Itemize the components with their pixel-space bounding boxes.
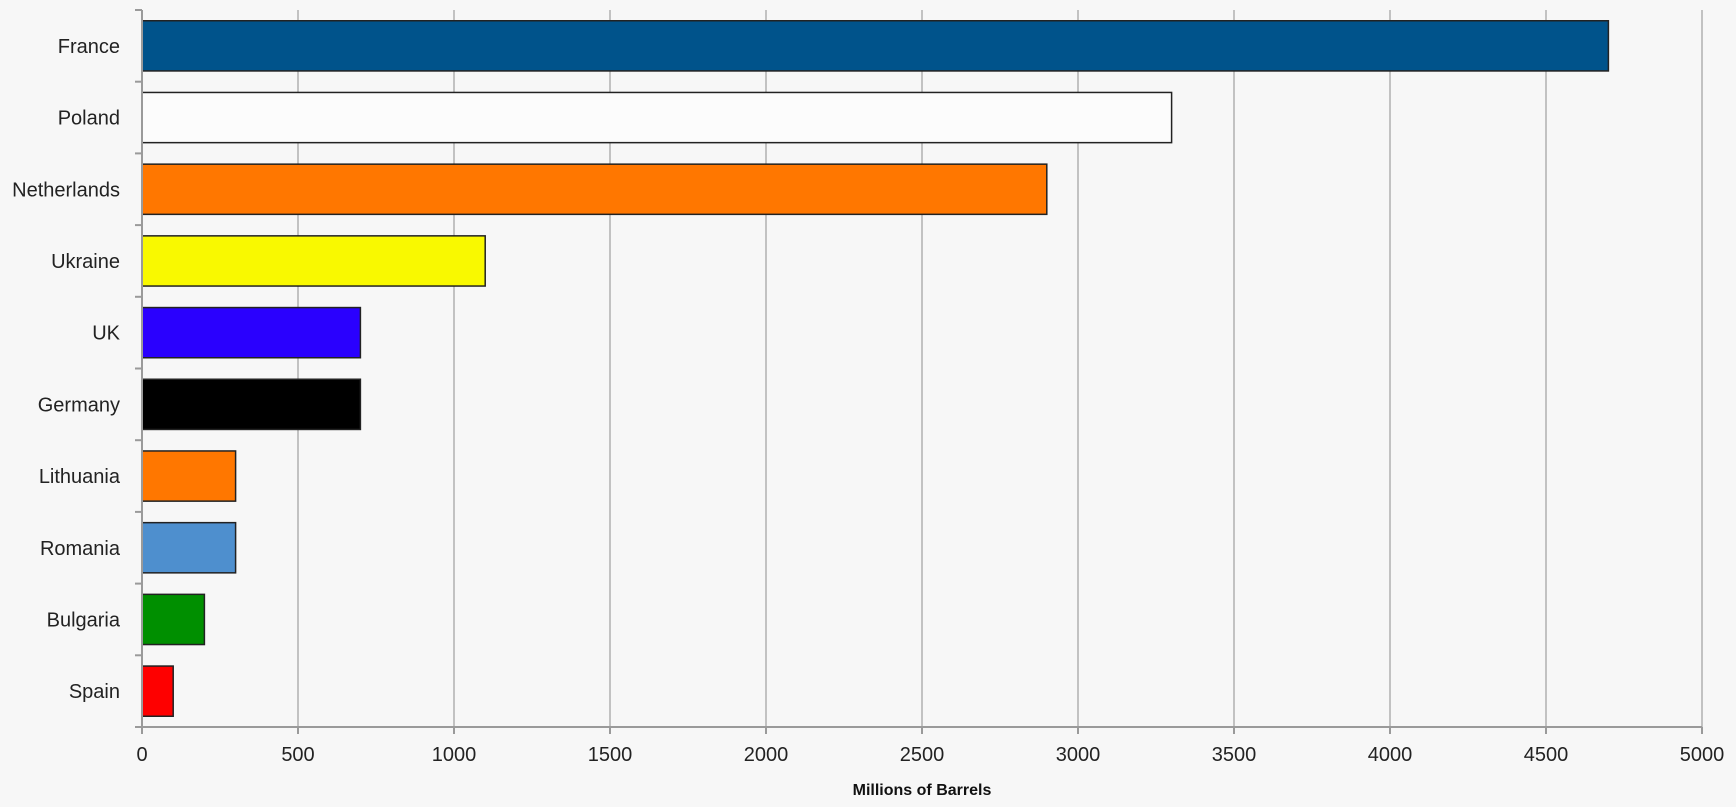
bar-bulgaria [141, 593, 206, 646]
bar-netherlands [141, 163, 1048, 216]
x-tick-label: 4500 [1524, 744, 1569, 766]
x-tick-label: 4000 [1368, 744, 1413, 766]
x-tick-labels: 0 500 1000 1500 2000 2500 3000 3500 4000 4500 5000 [136, 744, 1724, 766]
category-label: Netherlands [12, 179, 120, 201]
x-tick-label: 5000 [1680, 744, 1725, 766]
axes [135, 9, 1703, 734]
x-tick-label: 3500 [1212, 744, 1257, 766]
category-label: Bulgaria [47, 609, 121, 631]
category-label: Germany [38, 394, 120, 416]
category-label: Lithuania [39, 466, 121, 488]
bar-germany [141, 378, 362, 431]
category-label: UK [92, 323, 120, 345]
category-label: Poland [58, 108, 120, 130]
x-tick-label: 3000 [1056, 744, 1101, 766]
bar-poland [141, 91, 1173, 144]
bar-romania [141, 521, 237, 574]
x-tick-label: 2000 [744, 744, 789, 766]
category-label: Ukraine [51, 251, 120, 273]
bar-france [141, 20, 1610, 72]
category-labels: France Poland Netherlands Ukraine UK Germany L… [12, 36, 121, 703]
bar-uk [141, 306, 362, 359]
bars [141, 20, 1610, 717]
x-tick-label: 500 [281, 744, 314, 766]
category-label: Spain [69, 681, 120, 703]
category-label: Romania [40, 538, 121, 560]
x-tick-label: 1000 [432, 744, 477, 766]
bar-lithuania [141, 450, 237, 502]
x-tick-label: 1500 [588, 744, 633, 766]
x-tick-label: 2500 [900, 744, 945, 766]
bar-ukraine [141, 235, 486, 287]
x-tick-label: 0 [136, 744, 147, 766]
category-label: France [58, 36, 120, 58]
bar-spain [141, 665, 174, 717]
x-axis-label: Millions of Barrels [853, 782, 992, 799]
